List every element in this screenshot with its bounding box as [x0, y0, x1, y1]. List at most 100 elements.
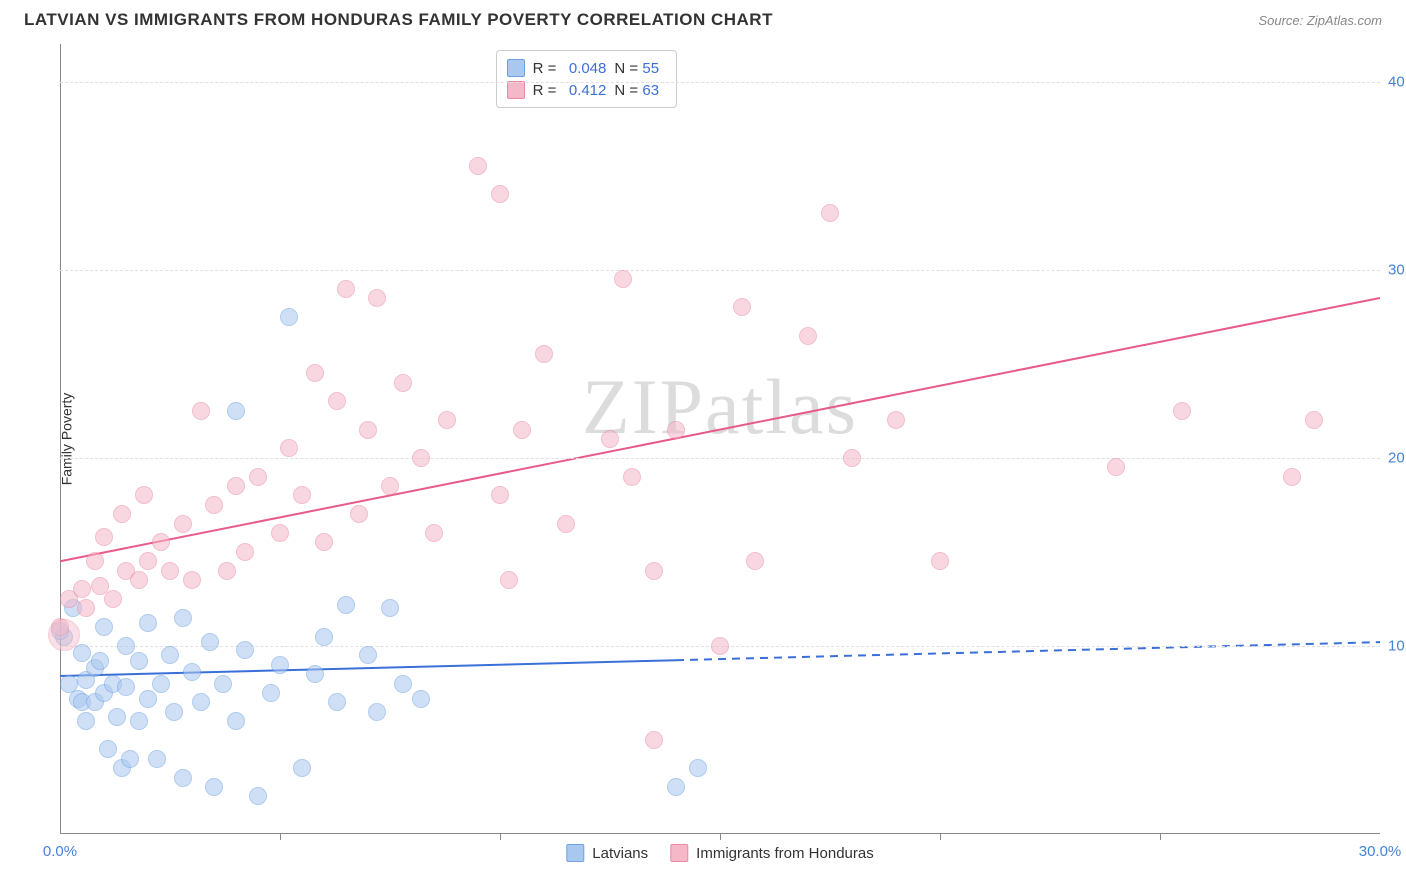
- data-point: [280, 308, 298, 326]
- data-point: [262, 684, 280, 702]
- data-point: [667, 778, 685, 796]
- data-point: [117, 637, 135, 655]
- x-tick-mark: [720, 834, 721, 840]
- data-point: [394, 675, 412, 693]
- data-point: [161, 646, 179, 664]
- data-point: [535, 345, 553, 363]
- legend-r: R =0.048: [533, 60, 607, 77]
- data-point: [174, 769, 192, 787]
- data-point: [77, 599, 95, 617]
- data-point: [491, 185, 509, 203]
- data-point: [130, 652, 148, 670]
- data-point: [174, 609, 192, 627]
- data-point: [368, 703, 386, 721]
- data-point: [148, 750, 166, 768]
- data-point: [614, 270, 632, 288]
- correlation-legend: R =0.048 N =55 R =0.412 N =63: [496, 50, 678, 108]
- data-point: [165, 703, 183, 721]
- data-point: [689, 759, 707, 777]
- data-point: [271, 656, 289, 674]
- data-point: [249, 787, 267, 805]
- data-point: [108, 708, 126, 726]
- data-point: [623, 468, 641, 486]
- trend-lines: [60, 44, 1380, 834]
- data-point: [280, 439, 298, 457]
- data-point: [821, 204, 839, 222]
- data-point: [117, 678, 135, 696]
- data-point: [227, 712, 245, 730]
- data-point: [412, 449, 430, 467]
- data-point: [306, 364, 324, 382]
- data-point: [425, 524, 443, 542]
- data-point: [152, 675, 170, 693]
- data-point: [121, 750, 139, 768]
- data-point: [711, 637, 729, 655]
- data-point: [271, 524, 289, 542]
- data-point: [161, 562, 179, 580]
- data-point: [381, 477, 399, 495]
- data-point: [359, 646, 377, 664]
- grid-line: [60, 458, 1380, 459]
- data-point: [359, 421, 377, 439]
- y-tick-label: 10.0%: [1388, 637, 1406, 654]
- data-point: [438, 411, 456, 429]
- data-point: [205, 496, 223, 514]
- x-tick-mark: [280, 834, 281, 840]
- data-point: [328, 693, 346, 711]
- data-point: [152, 533, 170, 551]
- data-point: [95, 618, 113, 636]
- data-point: [1173, 402, 1191, 420]
- legend-item: Immigrants from Honduras: [670, 844, 874, 862]
- trend-line-dashed: [676, 642, 1380, 660]
- legend-swatch: [507, 81, 525, 99]
- y-tick-label: 30.0%: [1388, 261, 1406, 278]
- data-point: [104, 590, 122, 608]
- data-point: [192, 693, 210, 711]
- data-point: [139, 614, 157, 632]
- trend-line-solid: [60, 298, 1380, 561]
- watermark: ZIPatlas: [582, 362, 858, 452]
- data-point: [557, 515, 575, 533]
- data-point: [337, 596, 355, 614]
- data-point: [315, 628, 333, 646]
- legend-item: Latvians: [566, 844, 648, 862]
- legend-n: N =55: [614, 60, 666, 77]
- data-point: [73, 580, 91, 598]
- data-point: [843, 449, 861, 467]
- data-point: [218, 562, 236, 580]
- data-point: [139, 552, 157, 570]
- data-point: [214, 675, 232, 693]
- series-legend: Latvians Immigrants from Honduras: [566, 844, 873, 862]
- x-tick-mark: [940, 834, 941, 840]
- data-point: [337, 280, 355, 298]
- y-axis-line: [60, 44, 61, 834]
- data-point: [205, 778, 223, 796]
- data-point: [113, 505, 131, 523]
- data-point: [183, 663, 201, 681]
- x-tick-mark: [500, 834, 501, 840]
- data-point: [77, 712, 95, 730]
- data-point: [130, 712, 148, 730]
- legend-swatch: [566, 844, 584, 862]
- data-point: [1283, 468, 1301, 486]
- data-point: [667, 421, 685, 439]
- data-point: [201, 633, 219, 651]
- legend-n: N =63: [614, 82, 666, 99]
- grid-line: [60, 270, 1380, 271]
- data-point: [174, 515, 192, 533]
- data-point: [368, 289, 386, 307]
- legend-label: Immigrants from Honduras: [696, 845, 874, 862]
- data-point: [350, 505, 368, 523]
- data-point: [887, 411, 905, 429]
- data-point: [99, 740, 117, 758]
- data-point: [86, 552, 104, 570]
- data-point: [491, 486, 509, 504]
- chart-title: LATVIAN VS IMMIGRANTS FROM HONDURAS FAMI…: [24, 10, 773, 30]
- legend-r: R =0.412: [533, 82, 607, 99]
- data-point: [236, 543, 254, 561]
- data-point: [1107, 458, 1125, 476]
- y-tick-label: 20.0%: [1388, 449, 1406, 466]
- data-point: [645, 562, 663, 580]
- data-point: [500, 571, 518, 589]
- data-point: [227, 402, 245, 420]
